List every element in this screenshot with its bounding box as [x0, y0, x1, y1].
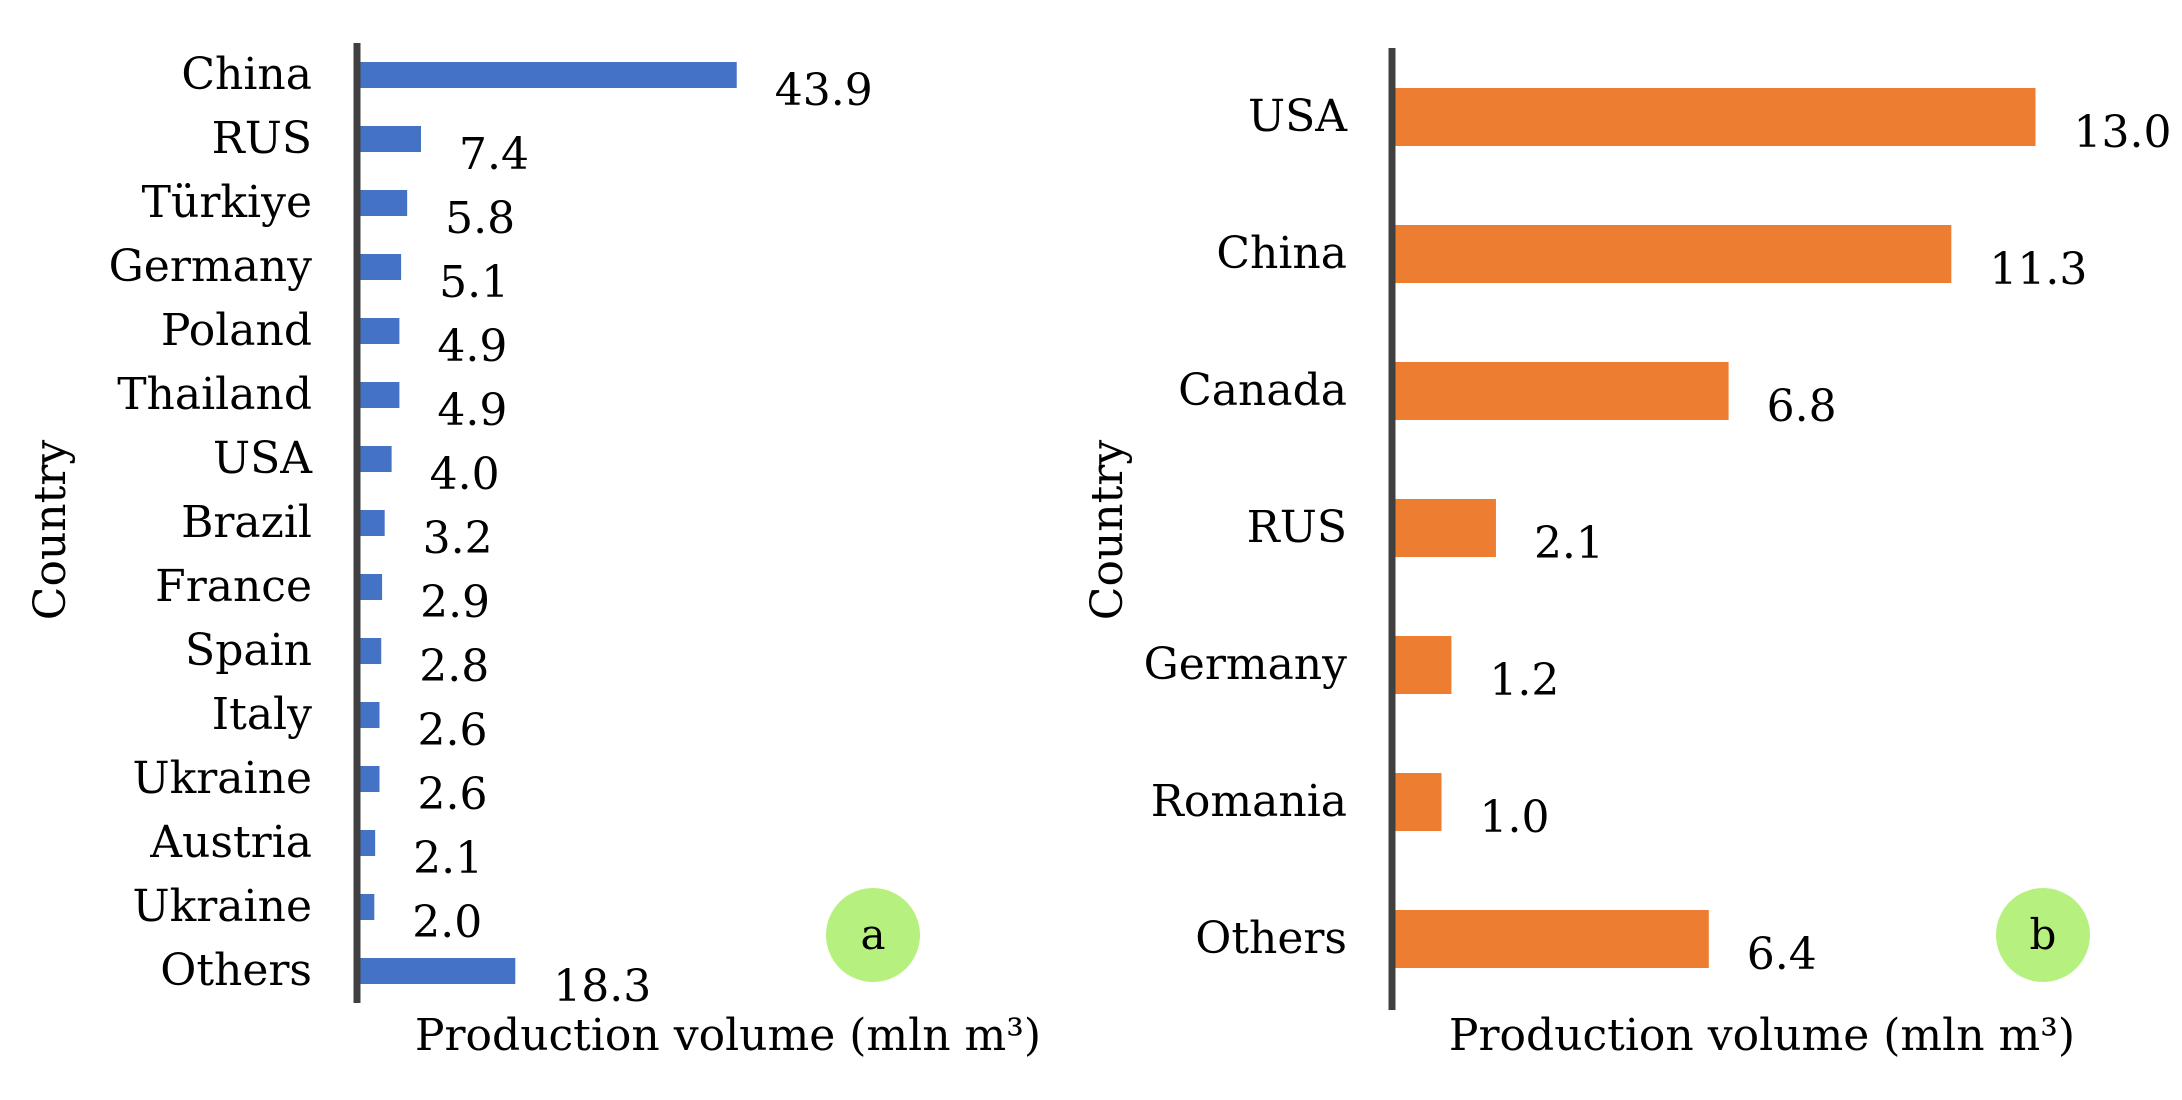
panel-letter: a	[860, 910, 885, 959]
category-label: Others	[1195, 913, 1347, 964]
data-label: 11.3	[1989, 244, 2087, 295]
bar	[357, 830, 376, 856]
category-label: China	[181, 49, 312, 100]
bar	[357, 254, 402, 280]
data-label: 5.1	[439, 257, 509, 308]
data-label: 2.9	[420, 577, 490, 628]
data-label: 2.1	[413, 833, 483, 884]
category-label: Canada	[1178, 365, 1347, 416]
category-label: USA	[213, 433, 313, 484]
category-label: Italy	[212, 689, 312, 740]
category-label: RUS	[1247, 502, 1347, 553]
category-label: Spain	[185, 625, 312, 676]
bar	[1392, 362, 1729, 420]
data-label: 2.1	[1534, 518, 1604, 569]
bar	[1392, 636, 1452, 694]
bar	[357, 766, 380, 792]
data-label: 4.9	[437, 385, 507, 436]
category-label: Germany	[1144, 639, 1348, 690]
bar	[357, 446, 392, 472]
data-label: 3.2	[423, 513, 493, 564]
data-label: 7.4	[459, 129, 529, 180]
bar	[357, 702, 380, 728]
category-label: Poland	[161, 305, 312, 356]
data-label: 5.8	[445, 193, 515, 244]
bar	[1392, 499, 1496, 557]
category-label: USA	[1248, 91, 1348, 142]
data-label: 6.8	[1767, 381, 1837, 432]
bar	[1392, 773, 1442, 831]
data-label: 2.6	[417, 705, 487, 756]
category-label: RUS	[212, 113, 312, 164]
y-axis-title: Country	[1082, 440, 1133, 621]
bar	[357, 574, 383, 600]
category-label: Germany	[109, 241, 313, 292]
bar	[357, 382, 400, 408]
data-label: 13.0	[2074, 107, 2172, 158]
chart-panel-b: USA 13.0 China 11.3 Canada 6.8 RUS 2.1 Germany 1.…	[1082, 48, 2171, 1061]
category-label: Thailand	[117, 369, 312, 420]
bar	[357, 958, 516, 984]
y-axis-title: Country	[25, 440, 76, 621]
bar	[1392, 225, 1952, 283]
category-label: Türkiye	[142, 177, 312, 228]
data-label: 2.6	[417, 769, 487, 820]
chart-panel-a: China 43.9 RUS 7.4 Türkiye 5.8 Germany 5.1 Polan…	[25, 43, 1041, 1061]
bar	[357, 190, 408, 216]
bar	[357, 318, 400, 344]
category-label: Ukraine	[133, 881, 312, 932]
panel-badge	[826, 888, 920, 982]
x-axis-title: Production volume (mln m³)	[415, 1010, 1041, 1061]
panel-letter: b	[2030, 910, 2057, 959]
bar	[357, 62, 737, 88]
bar	[357, 126, 422, 152]
data-label: 1.2	[1489, 655, 1559, 706]
bar	[357, 510, 385, 536]
category-label: China	[1216, 228, 1347, 279]
category-label: Romania	[1151, 776, 1347, 827]
data-label: 2.8	[419, 641, 489, 692]
category-label: Ukraine	[133, 753, 312, 804]
data-label: 2.0	[412, 897, 482, 948]
bar	[1392, 910, 1709, 968]
category-label: France	[155, 561, 312, 612]
data-label: 43.9	[775, 65, 873, 116]
category-label: Austria	[149, 817, 312, 868]
category-label: Others	[160, 945, 312, 996]
data-label: 18.3	[553, 961, 651, 1012]
bar	[1392, 88, 2036, 146]
bar	[357, 894, 375, 920]
bar	[357, 638, 382, 664]
data-label: 6.4	[1747, 929, 1817, 980]
category-label: Brazil	[181, 497, 312, 548]
x-axis-title: Production volume (mln m³)	[1449, 1010, 2075, 1061]
data-label: 1.0	[1480, 792, 1550, 843]
panel-badge	[1996, 888, 2090, 982]
data-label: 4.9	[437, 321, 507, 372]
data-label: 4.0	[430, 449, 500, 500]
